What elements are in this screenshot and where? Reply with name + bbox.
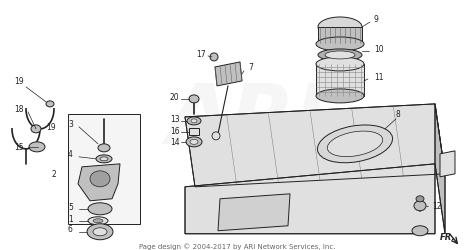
Text: 17: 17	[196, 50, 206, 59]
Bar	[189, 128, 199, 135]
Text: 1: 1	[68, 214, 73, 224]
Text: 2: 2	[51, 170, 56, 178]
Text: 10: 10	[374, 45, 383, 54]
Text: Page design © 2004-2017 by ARI Network Services, Inc.: Page design © 2004-2017 by ARI Network S…	[139, 242, 335, 249]
Text: 3: 3	[68, 120, 73, 129]
Ellipse shape	[96, 155, 112, 163]
Ellipse shape	[328, 132, 383, 157]
Polygon shape	[218, 194, 290, 231]
Text: 19: 19	[46, 123, 55, 132]
Text: 14: 14	[170, 138, 180, 147]
Ellipse shape	[316, 58, 364, 72]
Ellipse shape	[325, 52, 355, 60]
Text: 4: 4	[68, 150, 73, 159]
Ellipse shape	[414, 201, 426, 211]
Ellipse shape	[88, 217, 108, 225]
Polygon shape	[440, 151, 455, 177]
Ellipse shape	[87, 224, 113, 240]
Ellipse shape	[93, 219, 103, 223]
Ellipse shape	[46, 102, 54, 107]
Ellipse shape	[187, 118, 201, 125]
Bar	[68, 114, 140, 224]
Ellipse shape	[189, 96, 199, 104]
Polygon shape	[78, 164, 120, 201]
Ellipse shape	[416, 196, 424, 202]
Polygon shape	[215, 63, 242, 86]
Ellipse shape	[100, 157, 108, 161]
Text: 13: 13	[170, 115, 180, 124]
Text: 20: 20	[170, 93, 180, 102]
Ellipse shape	[191, 120, 197, 124]
Polygon shape	[185, 104, 445, 187]
Ellipse shape	[88, 203, 112, 215]
Ellipse shape	[190, 140, 198, 145]
Bar	[316, 65, 364, 96]
Text: 16: 16	[170, 127, 180, 136]
Ellipse shape	[186, 137, 202, 147]
Text: 15: 15	[14, 143, 24, 152]
Ellipse shape	[98, 144, 110, 152]
Polygon shape	[185, 164, 435, 234]
Text: 8: 8	[396, 110, 401, 119]
Ellipse shape	[29, 142, 45, 152]
Text: ARI: ARI	[166, 80, 327, 160]
Text: 5: 5	[68, 202, 73, 211]
Polygon shape	[435, 104, 445, 234]
Ellipse shape	[318, 18, 362, 38]
Ellipse shape	[93, 228, 107, 236]
Polygon shape	[318, 28, 362, 45]
Text: 12: 12	[432, 202, 441, 210]
Ellipse shape	[90, 171, 110, 187]
Ellipse shape	[316, 90, 364, 104]
Ellipse shape	[31, 125, 41, 133]
Ellipse shape	[318, 50, 362, 62]
Ellipse shape	[412, 226, 428, 236]
Ellipse shape	[316, 38, 364, 52]
Text: 6: 6	[68, 224, 73, 233]
Ellipse shape	[212, 132, 220, 140]
Text: 7: 7	[248, 63, 253, 72]
Text: 19: 19	[14, 77, 24, 86]
Text: 9: 9	[374, 16, 379, 24]
Text: 11: 11	[374, 73, 383, 82]
Ellipse shape	[318, 126, 392, 163]
Ellipse shape	[210, 54, 218, 62]
Text: 18: 18	[14, 105, 24, 114]
Text: FR.: FR.	[440, 232, 456, 241]
